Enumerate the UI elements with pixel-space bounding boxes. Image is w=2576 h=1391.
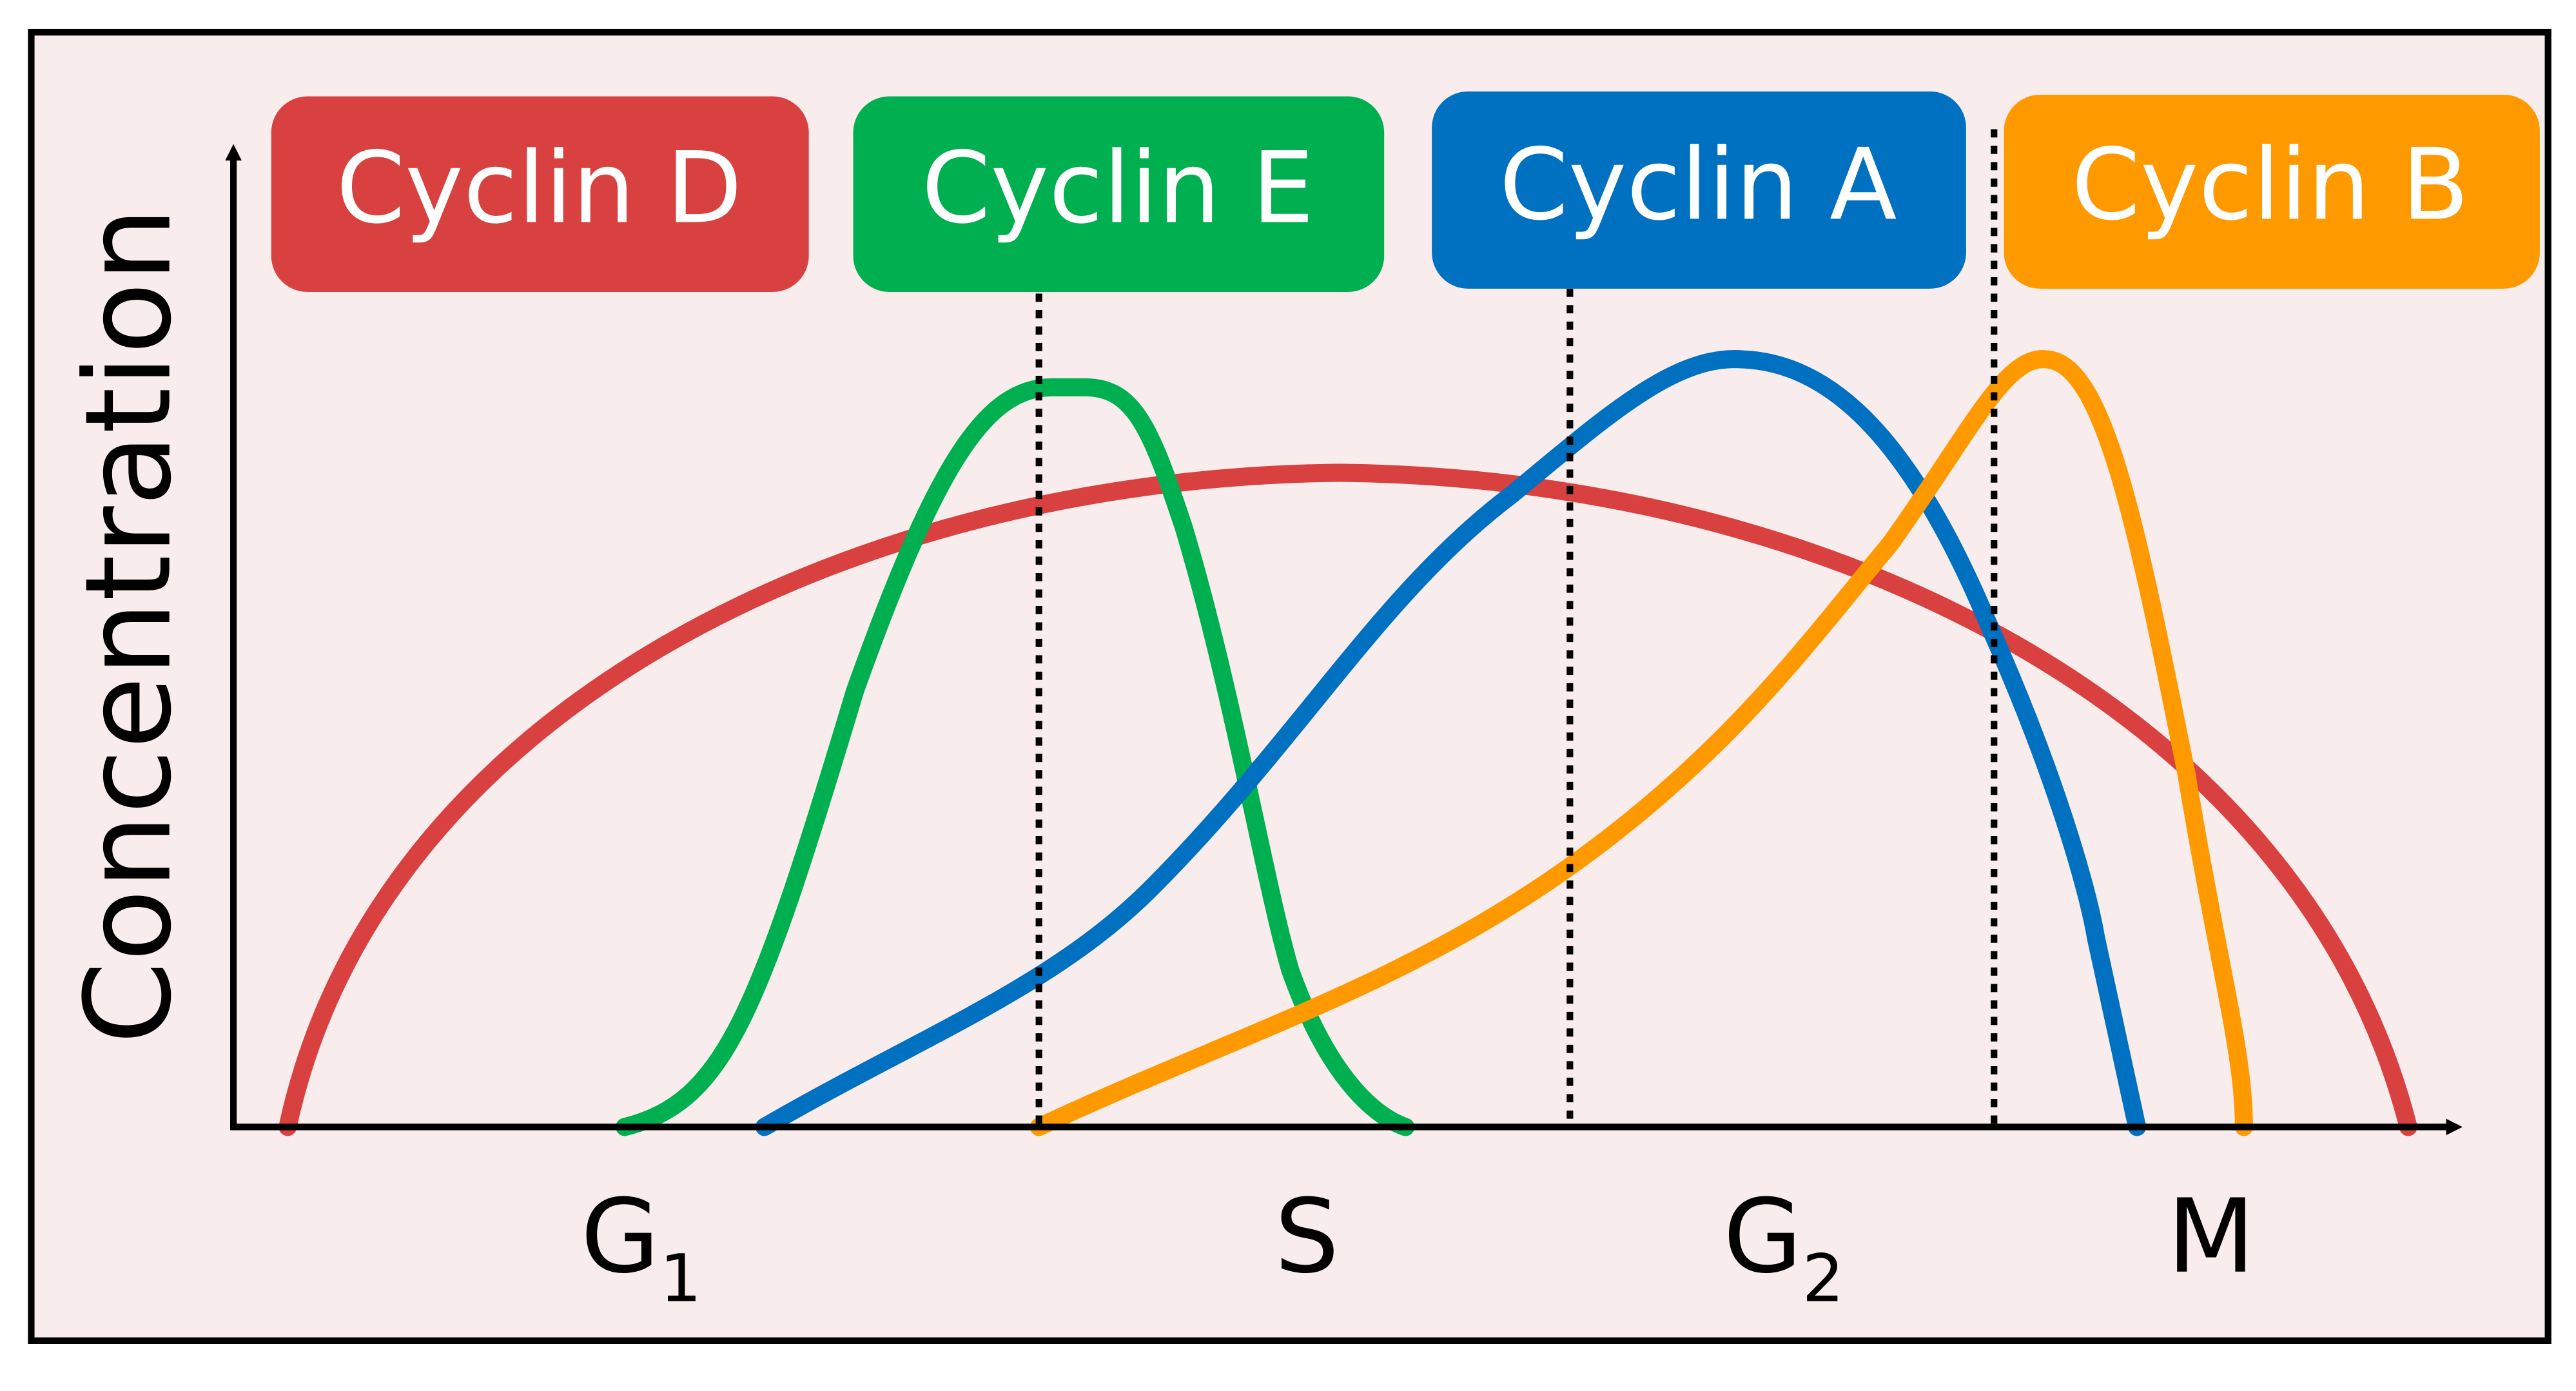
phase-name: G <box>1723 1178 1802 1296</box>
cyclin-a-curve <box>755 350 2147 1136</box>
label-box <box>853 96 1385 292</box>
phase-label: G2 <box>1723 1178 1844 1318</box>
cyclin-label: Cyclin E <box>922 131 1314 246</box>
phase-label: S <box>1274 1178 1339 1296</box>
cyclin-e-curve <box>616 378 1415 1136</box>
cyclin-b-curve <box>1029 350 2253 1136</box>
cyclin-d-curve <box>278 463 2417 1136</box>
cyclin-label: Cyclin A <box>1499 128 1897 242</box>
phase-name: G <box>581 1178 660 1296</box>
phase-subscript: 1 <box>659 1241 701 1318</box>
label-box <box>1432 91 1966 289</box>
label-box <box>2004 94 2540 289</box>
phase-label: M <box>2167 1178 2255 1296</box>
phase-label: G1 <box>581 1178 701 1318</box>
phase-subscript: 2 <box>1802 1241 1844 1318</box>
cyclin-label: Cyclin D <box>336 131 742 246</box>
cyclin-label: Cyclin B <box>2071 128 2469 242</box>
label-box <box>271 96 809 292</box>
y-axis-label: Concentration <box>61 207 198 1044</box>
